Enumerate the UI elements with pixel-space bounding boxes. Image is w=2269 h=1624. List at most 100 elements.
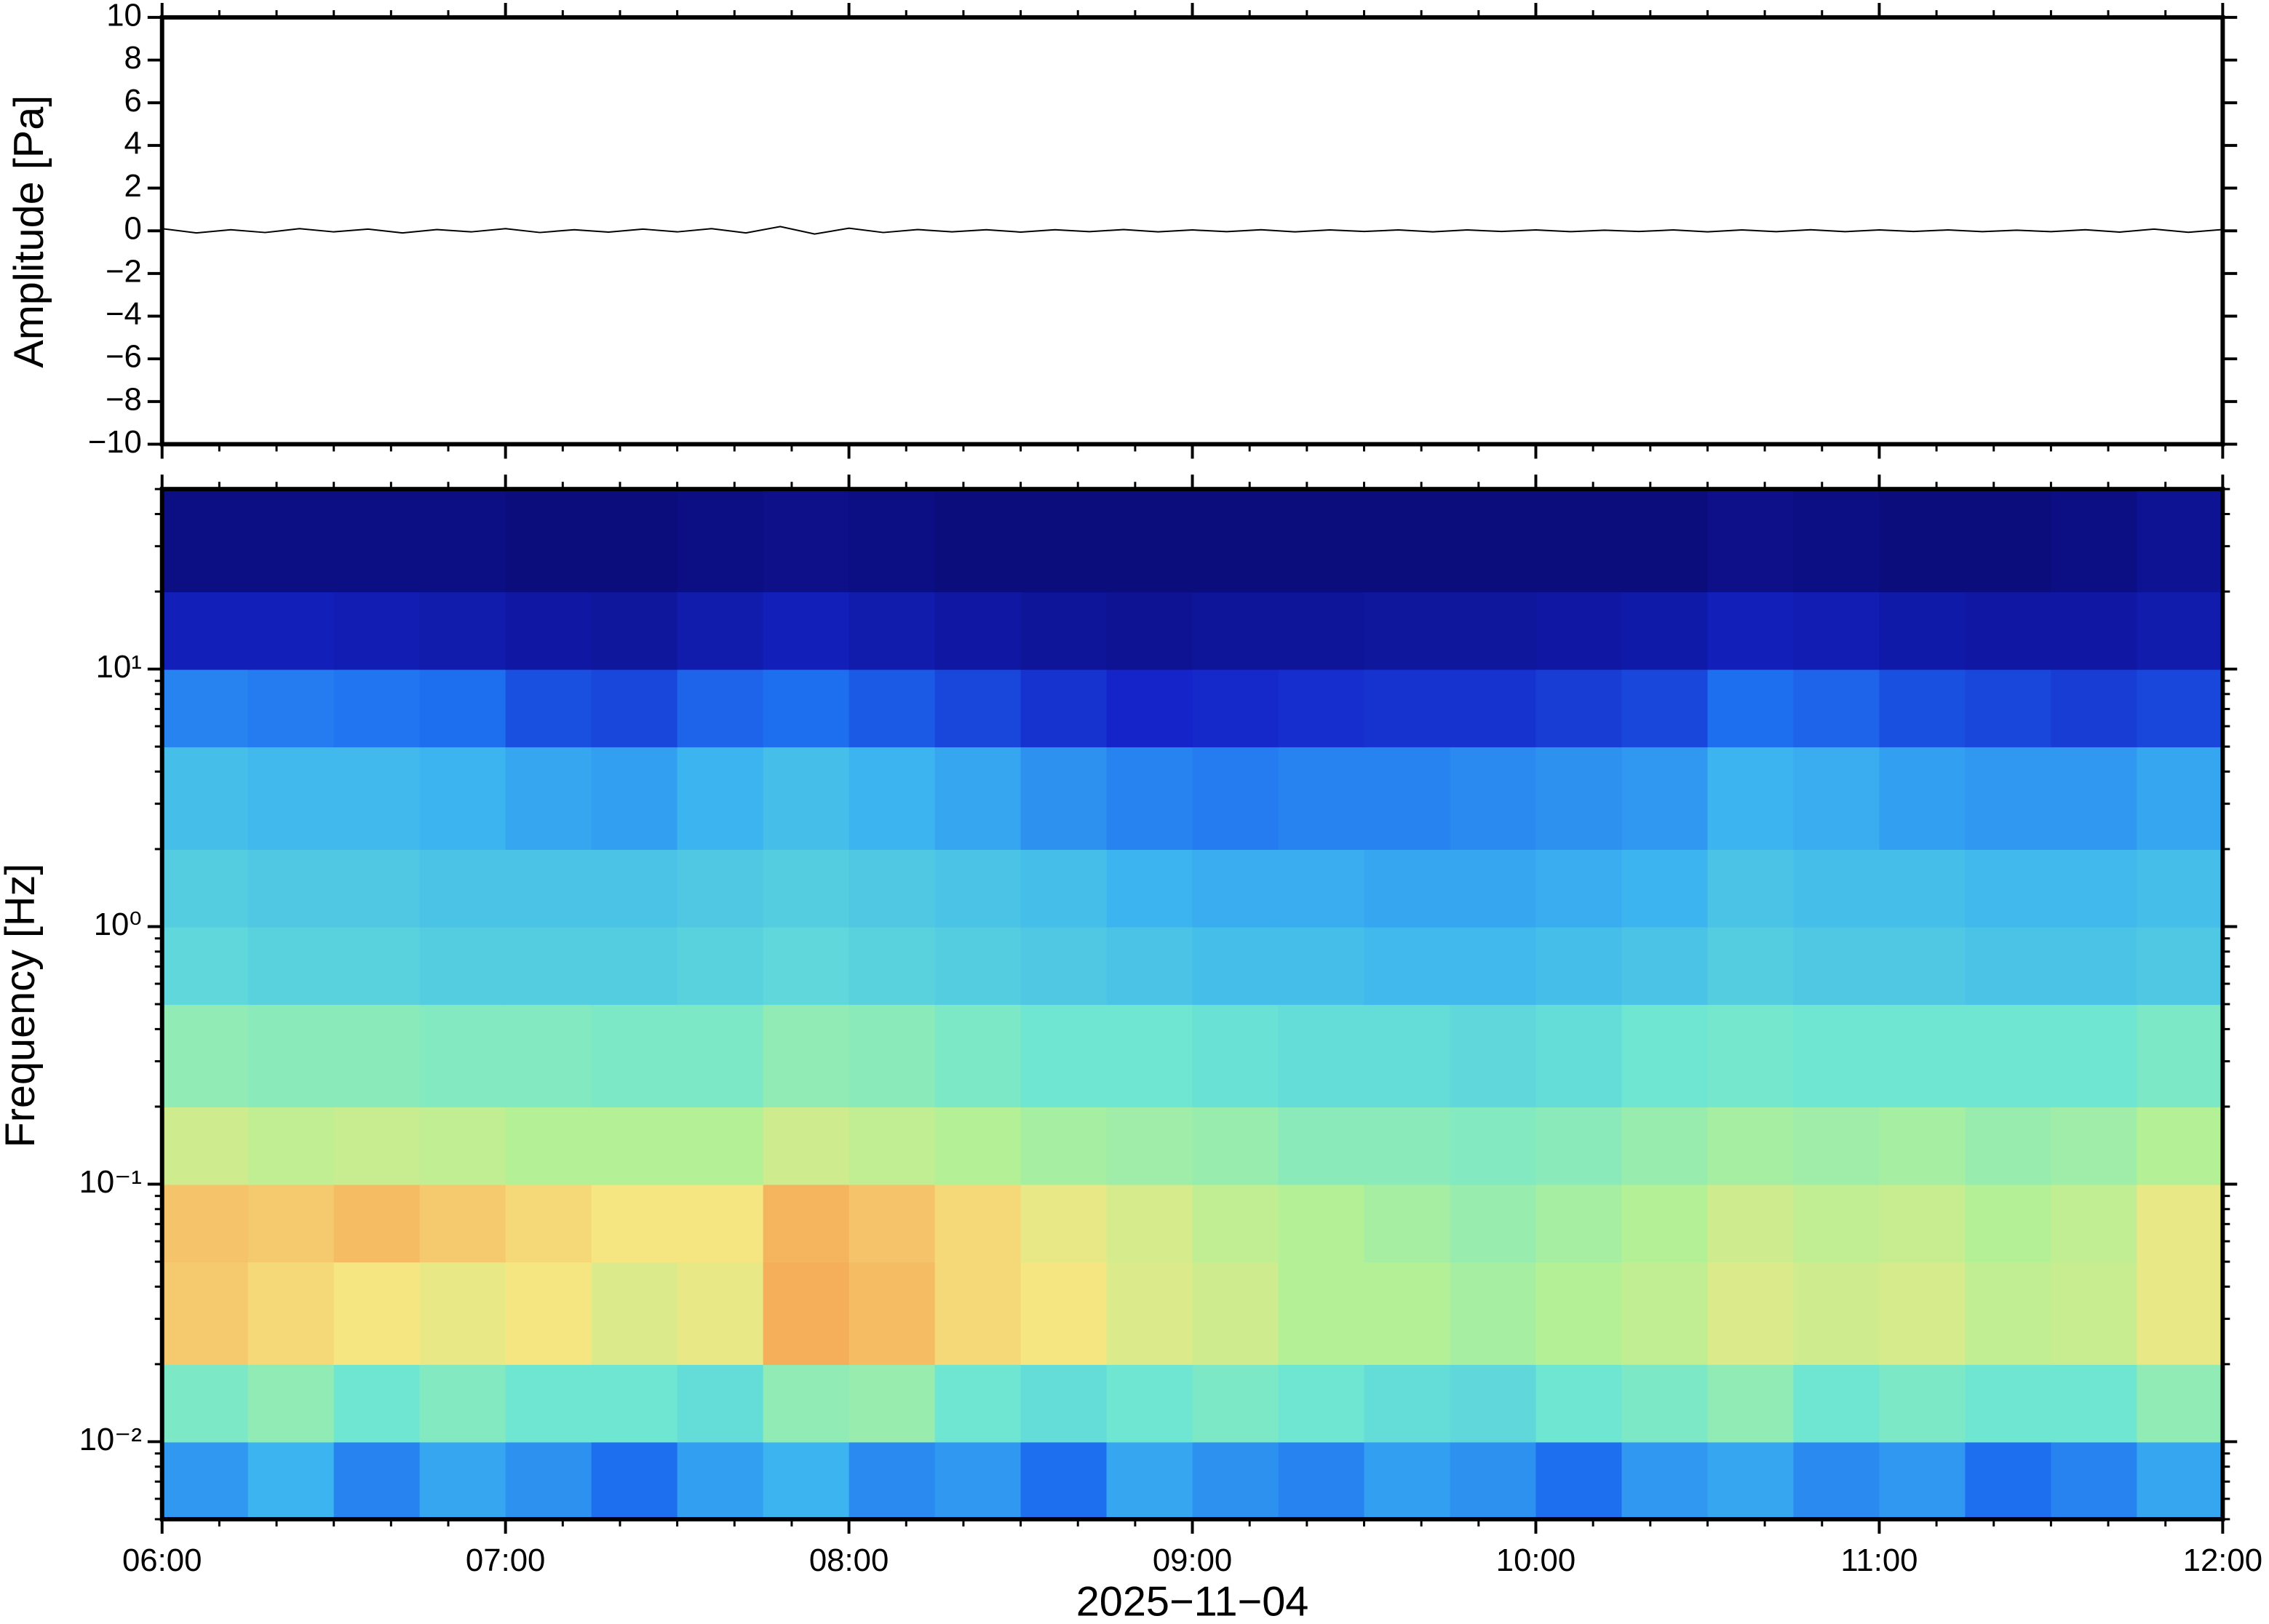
cell: [1364, 1441, 1451, 1520]
cell: [419, 1004, 506, 1107]
cell: [1106, 1184, 1193, 1263]
cell: [591, 1184, 678, 1263]
cell: [1965, 926, 2052, 1006]
cell: [505, 926, 592, 1006]
cell: [419, 1184, 506, 1263]
cell: [1364, 1262, 1451, 1365]
cell: [849, 1262, 936, 1365]
cell: [2051, 1441, 2138, 1520]
cell: [1192, 489, 1279, 593]
cell: [1106, 489, 1193, 593]
cell: [2137, 1364, 2224, 1443]
cell: [1020, 1262, 1108, 1365]
cell: [677, 926, 764, 1006]
cell: [677, 747, 764, 850]
cell: [162, 1441, 249, 1520]
cell: [1192, 1184, 1279, 1263]
cell: [505, 848, 592, 928]
cell: [1707, 592, 1795, 670]
cell: [2137, 1262, 2224, 1365]
cell: [677, 489, 764, 593]
cell: [1621, 592, 1709, 670]
cell: [2051, 1262, 2138, 1365]
cell: [1020, 489, 1108, 593]
cell: [1707, 1004, 1795, 1107]
cell: [1879, 1441, 1966, 1520]
cell: [677, 1441, 764, 1520]
cell: [247, 1106, 335, 1185]
x-tick-label: 06:00: [122, 1543, 202, 1578]
cell: [162, 747, 249, 850]
cell: [333, 926, 421, 1006]
cell: [2137, 1441, 2224, 1520]
cell: [505, 1106, 592, 1185]
cell: [1278, 747, 1365, 850]
x-tick-label: 12:00: [2183, 1543, 2262, 1578]
cell: [934, 1106, 1022, 1185]
cell: [1106, 1262, 1193, 1365]
cell: [1793, 1262, 1880, 1365]
cell: [1535, 1441, 1623, 1520]
cell: [1192, 1441, 1279, 1520]
cell: [1192, 926, 1279, 1006]
cell: [763, 1441, 850, 1520]
cell: [934, 1364, 1022, 1443]
cell: [591, 1441, 678, 1520]
waveform: [162, 226, 2223, 235]
cell: [1965, 1184, 2052, 1263]
cell: [677, 1004, 764, 1107]
cell: [763, 489, 850, 593]
cell: [333, 1004, 421, 1107]
cell: [2051, 848, 2138, 928]
cell: [1965, 1004, 2052, 1107]
cell: [1106, 1441, 1193, 1520]
cell: [591, 592, 678, 670]
cell: [677, 669, 764, 748]
cell: [849, 1364, 936, 1443]
cell: [419, 489, 506, 593]
y-tick-label: −2: [106, 253, 142, 289]
cell: [849, 1106, 936, 1185]
cell: [1450, 1106, 1537, 1185]
cell: [677, 1364, 764, 1443]
cell: [162, 669, 249, 748]
cell: [677, 592, 764, 670]
cell: [849, 747, 936, 850]
cell: [1707, 1106, 1795, 1185]
cell: [1621, 669, 1709, 748]
cell: [333, 747, 421, 850]
cell: [2137, 1106, 2224, 1185]
cell: [1793, 669, 1880, 748]
cell: [1364, 1004, 1451, 1107]
cell: [1793, 1441, 1880, 1520]
cell: [2051, 1106, 2138, 1185]
cell: [1879, 1106, 1966, 1185]
cell: [1364, 747, 1451, 850]
cell: [419, 926, 506, 1006]
cell: [505, 1004, 592, 1107]
cell: [1020, 669, 1108, 748]
y-tick-label: 10⁻¹: [79, 1164, 142, 1200]
cell: [1106, 848, 1193, 928]
cell: [1450, 848, 1537, 928]
cell: [1535, 1004, 1623, 1107]
cell: [162, 489, 249, 593]
cell: [763, 592, 850, 670]
cell: [934, 848, 1022, 928]
y-tick-label: −10: [88, 424, 142, 460]
cell: [333, 489, 421, 593]
cell: [591, 747, 678, 850]
cell: [2137, 848, 2224, 928]
cell: [247, 747, 335, 850]
cell: [162, 1004, 249, 1107]
cell: [1450, 592, 1537, 670]
cell: [1278, 1441, 1365, 1520]
cell: [333, 1364, 421, 1443]
cell: [763, 926, 850, 1006]
cell: [1621, 1004, 1709, 1107]
cell: [247, 592, 335, 670]
cell: [591, 848, 678, 928]
cell: [162, 1364, 249, 1443]
cell: [591, 926, 678, 1006]
